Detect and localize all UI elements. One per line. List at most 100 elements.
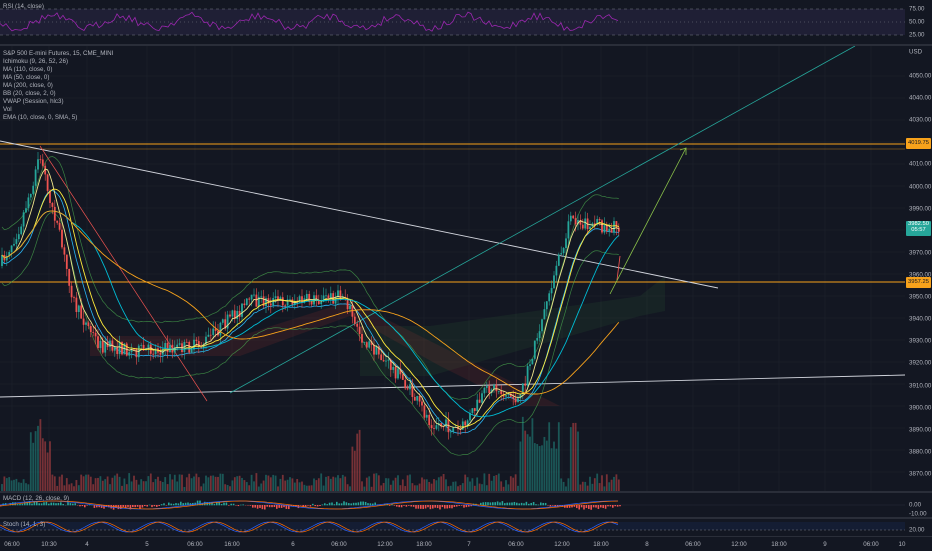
macd-histogram-bar (521, 503, 523, 505)
candle-body (556, 266, 558, 276)
candle-body (373, 345, 375, 355)
candle-body (114, 347, 116, 351)
volume-bar (344, 477, 346, 491)
volume-bar (164, 477, 166, 491)
candle-body (320, 302, 322, 304)
time-tick: 18:00 (416, 541, 431, 548)
candle-body (85, 322, 87, 324)
macd-histogram-bar (17, 504, 19, 505)
volume-bar (296, 479, 298, 491)
volume-bar (186, 477, 188, 491)
volume-bar (268, 476, 270, 491)
ichimoku-cloud (360, 276, 665, 376)
candle-body (599, 219, 601, 220)
candle-body (428, 415, 430, 425)
price-tick: 3900.00 (909, 405, 931, 412)
price-tick: 3910.00 (909, 383, 931, 390)
macd-histogram-bar (490, 502, 492, 505)
volume-bar (539, 446, 541, 491)
volume-bar (342, 475, 344, 491)
candle-body (356, 324, 358, 327)
macd-histogram-bar (372, 504, 374, 506)
price-tick: 3870.00 (909, 471, 931, 478)
rsi-tick: 50.00 (909, 19, 924, 26)
bb-upper (2, 157, 619, 400)
macd-histogram-bar (151, 505, 153, 507)
macd-histogram-bar (250, 505, 252, 506)
volume-bar (253, 481, 255, 491)
candle-body (236, 311, 238, 319)
volume-bar (618, 480, 620, 491)
indicator-ichimoku[interactable]: Ichimoku (9, 26, 52, 26) (3, 58, 68, 65)
indicator-vol[interactable]: Vol (3, 106, 12, 113)
macd-pane[interactable]: MACD (12, 26, close, 9) (0, 493, 905, 517)
indicator-ma200[interactable]: MA (200, close, 0) (3, 82, 53, 89)
volume-bar (241, 478, 243, 491)
candle-body (539, 331, 541, 338)
volume-bar (541, 445, 543, 491)
candle-body (505, 395, 507, 397)
chart-grid (0, 46, 905, 491)
volume-bar (92, 484, 94, 491)
symbol-title[interactable]: S&P 500 E-mini Futures, 15, CME_MINI (3, 50, 113, 57)
macd-histogram-bar (158, 505, 160, 506)
candle-body (534, 341, 536, 359)
macd-histogram-bar (422, 505, 424, 509)
macd-histogram-bar (178, 503, 180, 505)
time-tick: 4 (85, 541, 88, 548)
candle-body (385, 361, 387, 362)
candle-body (474, 408, 476, 411)
volume-bar (498, 474, 500, 491)
time-tick: 12:00 (731, 541, 746, 548)
time-axis[interactable]: 06:00 10:30 4 5 06:00 16:00 6 06:00 12:0… (0, 536, 932, 551)
volume-bar (246, 482, 248, 491)
macd-histogram-bar (173, 504, 175, 505)
candle-body (212, 329, 214, 335)
indicator-ma50[interactable]: MA (50, close, 0) (3, 74, 49, 81)
candle-body (191, 349, 193, 352)
volume-bar (392, 481, 394, 491)
volume-bar (169, 474, 171, 491)
candle-body (563, 248, 565, 253)
candle-body (167, 343, 169, 352)
volume-bar (359, 430, 361, 491)
candle-body (380, 354, 382, 360)
macd-histogram-bar (317, 505, 319, 506)
indicator-bb[interactable]: BB (20, close, 2, 0) (3, 90, 56, 97)
macd-histogram-bar (132, 505, 134, 507)
candle-body (424, 405, 426, 417)
price-axis[interactable]: USD 4050.00 4040.00 4030.00 4010.00 4000… (905, 46, 932, 491)
candle-body (251, 295, 253, 300)
macd-histogram-bar (430, 505, 432, 509)
volume-bar (352, 447, 354, 491)
price-pane[interactable]: S&P 500 E-mini Futures, 15, CME_MINI Ich… (0, 46, 905, 491)
macd-histogram-bar (550, 505, 552, 506)
volume-bar (188, 474, 190, 491)
candle-body (160, 353, 162, 355)
stoch-pane[interactable]: Stoch (14, 1, 3) (0, 519, 905, 536)
volume-bar (40, 419, 42, 491)
macd-histogram-bar (494, 502, 496, 505)
indicator-vwap[interactable]: VWAP (Session, hlc3) (3, 98, 64, 105)
stoch-axis: 20.00 (905, 519, 932, 536)
volume-bar (438, 477, 440, 491)
volume-bar (282, 475, 284, 491)
candle-body (515, 398, 517, 402)
macd-histogram-bar (590, 505, 592, 510)
indicator-ema[interactable]: EMA (10, close, 0, SMA, 5) (3, 114, 77, 121)
candle-body (397, 368, 399, 378)
volume-bar (481, 484, 483, 491)
macd-histogram-bar (607, 505, 609, 506)
macd-histogram-bar (62, 504, 64, 505)
candle-body (536, 338, 538, 341)
rsi-pane[interactable]: RSI (14, close) (0, 0, 905, 44)
candle-body (544, 309, 546, 319)
volume-bar (4, 476, 6, 491)
price-tick: 3970.00 (909, 250, 931, 257)
volume-bar (54, 476, 56, 491)
candle-body (368, 341, 370, 347)
candle-body (328, 295, 330, 298)
indicator-ma110[interactable]: MA (110, close, 0) (3, 66, 52, 73)
volume-bar (524, 431, 526, 491)
volume-bar (556, 449, 558, 491)
